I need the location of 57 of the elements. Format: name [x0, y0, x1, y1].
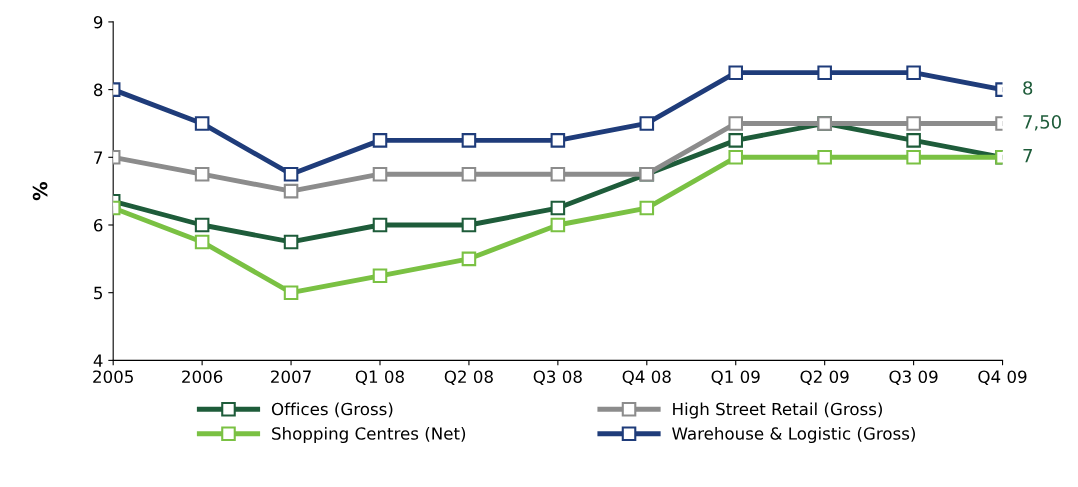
annotation: 7: [1023, 149, 1032, 163]
y-tick-label: 8: [93, 83, 103, 97]
point: [372, 166, 388, 182]
point: [194, 166, 210, 182]
legend-label: Warehouse & Logistic (Gross): [672, 426, 915, 444]
point: [194, 234, 210, 250]
point: [550, 166, 566, 182]
point: [817, 65, 832, 80]
point: [728, 65, 744, 80]
point: [194, 116, 210, 131]
point: [906, 116, 921, 131]
x-tick-label: Q1 08: [355, 370, 404, 385]
y-tick-label: 7: [94, 151, 103, 164]
annotation: 8: [1023, 81, 1033, 95]
x-tick-label: Q4 09: [978, 370, 1027, 385]
point: [372, 217, 388, 233]
point: [461, 133, 477, 148]
point: [461, 251, 477, 267]
point: [728, 150, 744, 165]
point: [728, 116, 744, 131]
point: [372, 133, 388, 148]
x-tick-label: Q3 09: [889, 370, 938, 385]
point: [283, 183, 299, 199]
y-axis-title: %: [32, 182, 48, 201]
annotation: 7,50: [1023, 115, 1061, 131]
x-tick-label: Q3 08: [533, 370, 582, 385]
y-tick-label: 6: [94, 218, 103, 232]
point: [906, 133, 921, 148]
legend-label: Offices (Gross): [271, 402, 393, 418]
x-tick-label: Q2 09: [800, 370, 849, 385]
point: [283, 234, 299, 250]
point: [550, 200, 566, 216]
x-tick-label: 2005: [93, 370, 133, 383]
point: [194, 217, 210, 233]
point: [906, 150, 921, 165]
x-tick-label: 2007: [271, 370, 311, 383]
legend-label: Shopping Centres (Net): [272, 426, 466, 444]
x-tick-label: Q4 08: [622, 370, 671, 385]
point: [283, 285, 299, 300]
point: [639, 116, 655, 131]
y-tick-label: 4: [93, 354, 103, 367]
point: [461, 217, 477, 233]
legend-label: High Street Retail (Gross): [673, 402, 882, 419]
point: [461, 166, 477, 182]
point: [550, 133, 566, 148]
x-tick-label: 2006: [182, 370, 223, 383]
point: [283, 166, 299, 182]
point: [639, 200, 655, 216]
point: [906, 65, 921, 80]
y-tick-label: 5: [94, 286, 103, 300]
y-tick-label: 9: [93, 15, 103, 29]
x-tick-label: Q1 09: [711, 370, 760, 385]
point: [817, 150, 832, 165]
x-tick-label: Q2 08: [444, 370, 493, 385]
point: [372, 268, 388, 284]
point: [728, 133, 744, 148]
point: [550, 217, 566, 233]
